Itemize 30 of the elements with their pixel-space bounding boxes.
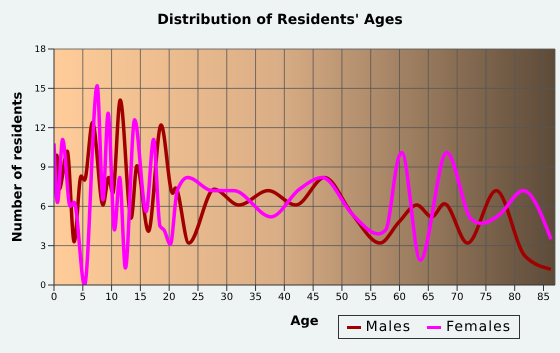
y-tick-label: 18 <box>34 45 46 56</box>
x-tick-label: 10 <box>105 292 118 304</box>
x-tick-label: 35 <box>249 292 262 304</box>
x-tick-label: 45 <box>306 292 320 304</box>
legend-label: Males <box>364 319 412 335</box>
y-tick-label: 12 <box>34 124 46 134</box>
x-tick-label: 60 <box>393 292 406 304</box>
legend-label: Females <box>445 319 511 335</box>
x-tick-label: 20 <box>162 292 176 304</box>
y-axis-title: Number of residents <box>10 92 26 242</box>
x-axis-title: Age <box>290 314 319 329</box>
x-tick-label: 85 <box>537 292 550 304</box>
y-tick-label: 0 <box>40 281 46 292</box>
x-tick-label: 55 <box>364 292 378 304</box>
x-tick-label: 0 <box>50 292 58 304</box>
x-tick-label: 80 <box>508 292 522 304</box>
y-tick-label: 15 <box>34 84 46 95</box>
x-tick-label: 25 <box>192 292 204 304</box>
x-tick-label: 40 <box>278 292 291 304</box>
x-tick-label: 15 <box>134 292 147 304</box>
x-tick-label: 50 <box>336 292 348 304</box>
x-tick-label: 30 <box>220 292 234 304</box>
y-tick-label: 6 <box>40 202 46 213</box>
chart-title: Distribution of Residents' Ages <box>156 12 404 28</box>
x-tick-label: 65 <box>422 292 435 304</box>
y-tick-label: 3 <box>40 242 46 252</box>
x-tick-label: 75 <box>480 292 492 304</box>
x-tick-label: 70 <box>450 292 464 304</box>
x-tick-label: 5 <box>80 292 86 304</box>
y-tick-label: 9 <box>40 163 46 174</box>
